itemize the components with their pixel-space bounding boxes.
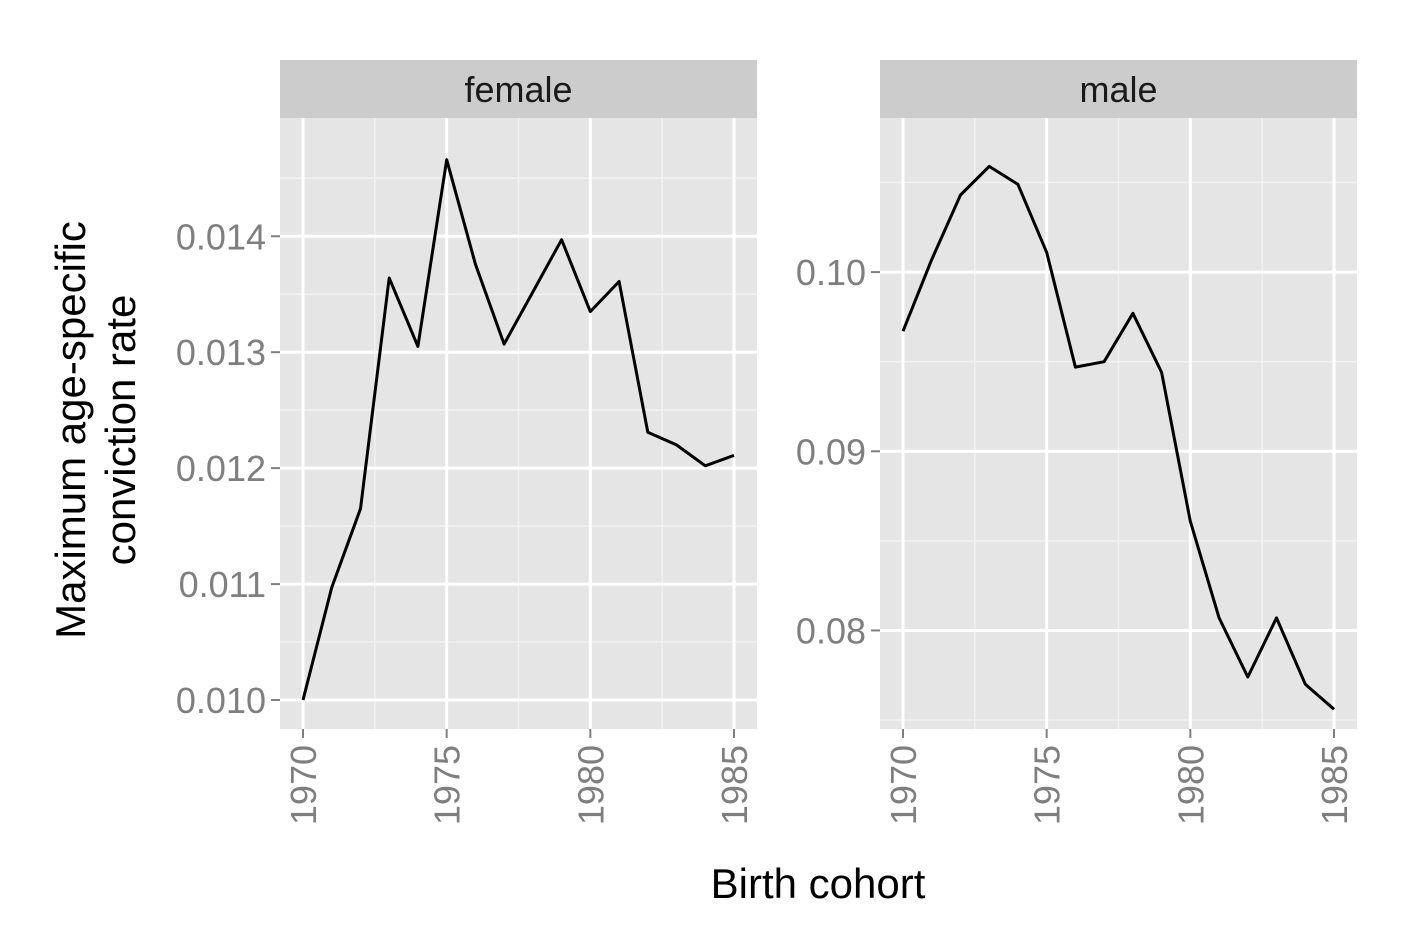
data-point (1217, 616, 1221, 620)
data-point (987, 164, 991, 168)
data-point (473, 262, 477, 266)
data-point (330, 586, 334, 590)
data-point (1160, 370, 1164, 374)
data-point (930, 258, 934, 262)
x-tick-label: 1980 (570, 745, 611, 825)
x-tick-label: 1970 (283, 745, 324, 825)
data-point (387, 276, 391, 280)
data-point (588, 310, 592, 314)
facet-strip-female (280, 60, 757, 118)
facet-strip-label-male: male (1079, 69, 1157, 110)
data-point (901, 329, 905, 333)
data-point (1332, 707, 1336, 711)
x-tick-label: 1985 (1314, 745, 1355, 825)
y-axis-title: Maximum age-specific conviction rate (47, 221, 144, 639)
data-point (1188, 519, 1192, 523)
data-point (646, 430, 650, 434)
data-point (502, 342, 506, 346)
data-point (1045, 250, 1049, 254)
x-tick-label: 1970 (883, 745, 924, 825)
data-point (617, 279, 621, 283)
panel-female: female 0.010 0.011 0.012 0.013 0.014 1970 1975 1… (176, 60, 757, 825)
data-point (1246, 675, 1250, 679)
y-tick-label: 0.08 (796, 610, 866, 651)
facet-strip-label-female: female (464, 69, 572, 110)
series-line-female (301, 158, 735, 701)
data-point (301, 698, 305, 702)
data-point (703, 464, 707, 468)
y-tick-label: 0.10 (796, 252, 866, 293)
data-point (1073, 365, 1077, 369)
data-point (1016, 182, 1020, 186)
y-tick-label: 0.013 (176, 332, 266, 373)
y-axis-title-line-1: Maximum age-specific (47, 221, 94, 639)
data-point (1303, 682, 1307, 686)
x-tick-label: 1975 (1027, 745, 1068, 825)
y-tick-label: 0.014 (176, 216, 266, 257)
x-tick-label: 1975 (427, 745, 468, 825)
data-point (416, 344, 420, 348)
data-point (732, 453, 736, 457)
facet-strip-male (880, 60, 1357, 118)
y-tick-label: 0.09 (796, 431, 866, 472)
x-tick-label: 1980 (1170, 745, 1211, 825)
data-point (1102, 360, 1106, 364)
data-point (1275, 616, 1279, 620)
y-tick-label: 0.011 (179, 564, 266, 605)
data-point (445, 158, 449, 162)
data-point (560, 238, 564, 242)
data-point (958, 193, 962, 197)
panel-male: male 0.08 0.09 0.10 1970 1975 1980 1985 (796, 60, 1357, 825)
series-line-male (901, 164, 1335, 711)
data-point (531, 290, 535, 294)
panels-layer: female 0.010 0.011 0.012 0.013 0.014 1970 1975 1… (176, 60, 1357, 825)
y-tick-label: 0.012 (176, 448, 266, 489)
data-point (358, 507, 362, 511)
x-tick-label: 1985 (714, 745, 755, 825)
data-point (1131, 311, 1135, 315)
y-axis-title-line-2: conviction rate (97, 295, 144, 566)
data-point (675, 443, 679, 447)
y-tick-label: 0.010 (176, 680, 266, 721)
x-axis-title: Birth cohort (711, 860, 926, 907)
